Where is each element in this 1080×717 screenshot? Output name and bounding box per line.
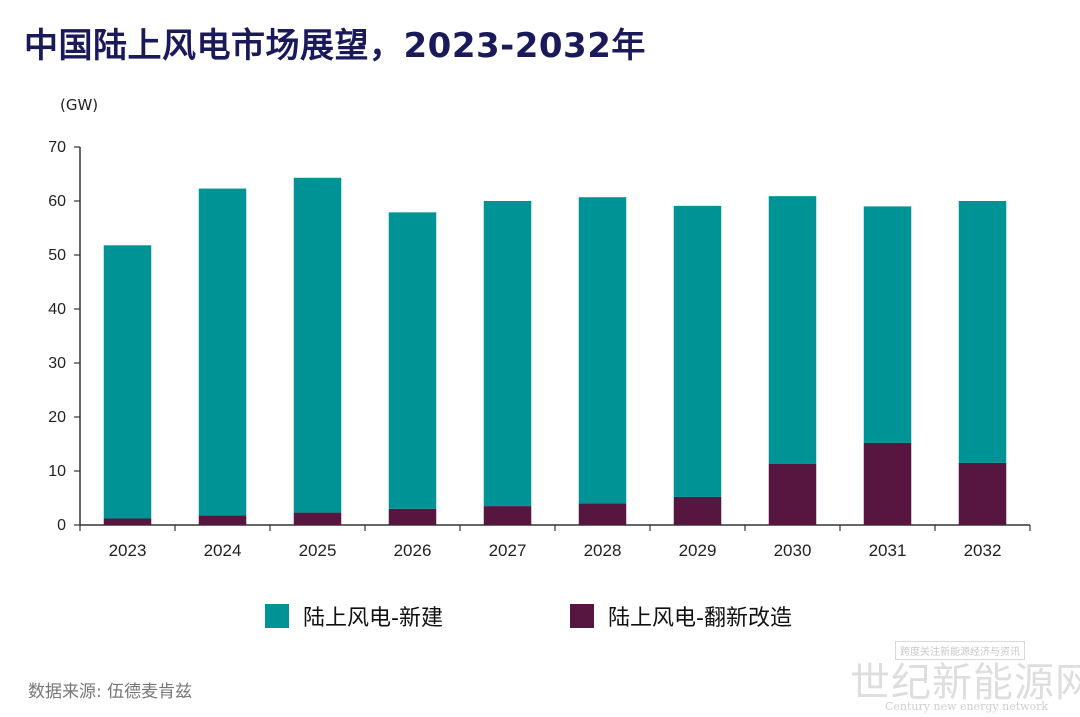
y-tick-label: 70 (48, 139, 66, 156)
legend-swatch-repowering (570, 604, 594, 628)
x-tick-label: 2028 (584, 541, 622, 560)
data-source-note: 数据来源: 伍德麦肯兹 (28, 682, 193, 702)
bar-segment-new-build (388, 212, 437, 509)
y-tick-label: 40 (48, 301, 66, 318)
x-tick-label: 2023 (109, 541, 147, 560)
x-tick-label: 2026 (394, 541, 432, 560)
y-tick-label: 0 (57, 517, 66, 534)
bar-segment-repowering (293, 512, 342, 525)
bar-segment-new-build (958, 201, 1007, 463)
legend-item-repowering: 陆上风电-翻新改造 (570, 600, 792, 632)
watermark-tagline: 跨度关注新能源经济与资讯 (895, 641, 1025, 660)
bar-segment-repowering (578, 503, 627, 525)
watermark-subtitle: Century new energy network (885, 700, 1049, 713)
x-tick-label: 2024 (204, 541, 242, 560)
bar-segment-new-build (198, 188, 247, 516)
x-tick-label: 2027 (489, 541, 527, 560)
y-axis-unit-label: (GW) (60, 96, 99, 114)
x-tick-label: 2030 (774, 541, 812, 560)
x-tick-label: 2031 (869, 541, 907, 560)
bar-segment-repowering (198, 515, 247, 525)
bar-segment-new-build (483, 201, 532, 507)
legend-item-new-build: 陆上风电-新建 (265, 600, 443, 632)
legend-swatch-new-build (265, 604, 289, 628)
legend-label-repowering: 陆上风电-翻新改造 (608, 606, 792, 631)
bar-segment-repowering (483, 506, 532, 525)
y-tick-label: 30 (48, 355, 66, 372)
chart-legend: 陆上风电-新建 陆上风电-翻新改造 (0, 600, 1080, 632)
y-tick-label: 50 (48, 247, 66, 264)
bar-segment-repowering (768, 463, 817, 525)
bar-segment-new-build (578, 197, 627, 504)
bar-segment-repowering (103, 518, 152, 525)
bar-segment-repowering (958, 462, 1007, 525)
watermark-logo-text: 世纪新能源网 (850, 660, 1080, 706)
x-tick-label: 2025 (299, 541, 337, 560)
y-tick-label: 60 (48, 193, 66, 210)
bar-segment-repowering (863, 442, 912, 525)
bar-segment-new-build (293, 177, 342, 513)
bar-segment-new-build (768, 196, 817, 464)
bar-segment-new-build (103, 245, 152, 519)
bar-segment-new-build (673, 205, 722, 497)
bar-segment-repowering (673, 496, 722, 525)
chart-title: 中国陆上风电市场展望，2023-2032年 (24, 26, 646, 66)
bar-segment-new-build (863, 206, 912, 443)
y-tick-label: 20 (48, 409, 66, 426)
x-tick-label: 2029 (679, 541, 717, 560)
y-tick-label: 10 (48, 463, 66, 480)
bar-segment-repowering (388, 508, 437, 525)
legend-label-new-build: 陆上风电-新建 (303, 606, 443, 631)
x-tick-label: 2032 (964, 541, 1002, 560)
